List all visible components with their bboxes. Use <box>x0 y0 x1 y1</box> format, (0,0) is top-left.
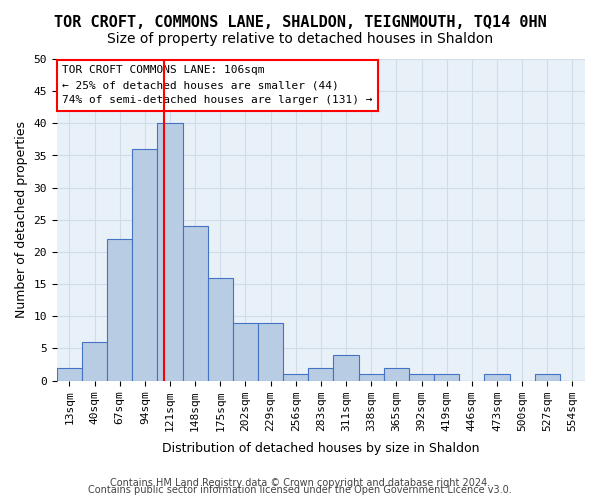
Bar <box>484 374 509 380</box>
Bar <box>157 124 182 380</box>
X-axis label: Distribution of detached houses by size in Shaldon: Distribution of detached houses by size … <box>162 442 479 455</box>
Bar <box>57 368 82 380</box>
Bar <box>182 226 208 380</box>
Text: TOR CROFT COMMONS LANE: 106sqm
← 25% of detached houses are smaller (44)
74% of : TOR CROFT COMMONS LANE: 106sqm ← 25% of … <box>62 66 373 105</box>
Bar <box>283 374 308 380</box>
Text: Size of property relative to detached houses in Shaldon: Size of property relative to detached ho… <box>107 32 493 46</box>
Bar <box>82 342 107 380</box>
Bar <box>258 323 283 380</box>
Bar <box>434 374 459 380</box>
Bar <box>132 149 157 380</box>
Bar <box>233 323 258 380</box>
Bar <box>409 374 434 380</box>
Text: Contains public sector information licensed under the Open Government Licence v3: Contains public sector information licen… <box>88 485 512 495</box>
Bar <box>384 368 409 380</box>
Bar <box>535 374 560 380</box>
Text: TOR CROFT, COMMONS LANE, SHALDON, TEIGNMOUTH, TQ14 0HN: TOR CROFT, COMMONS LANE, SHALDON, TEIGNM… <box>53 15 547 30</box>
Text: Contains HM Land Registry data © Crown copyright and database right 2024.: Contains HM Land Registry data © Crown c… <box>110 478 490 488</box>
Bar <box>359 374 384 380</box>
Bar <box>208 278 233 380</box>
Bar <box>107 239 132 380</box>
Y-axis label: Number of detached properties: Number of detached properties <box>15 122 28 318</box>
Bar <box>308 368 334 380</box>
Bar <box>334 355 359 380</box>
